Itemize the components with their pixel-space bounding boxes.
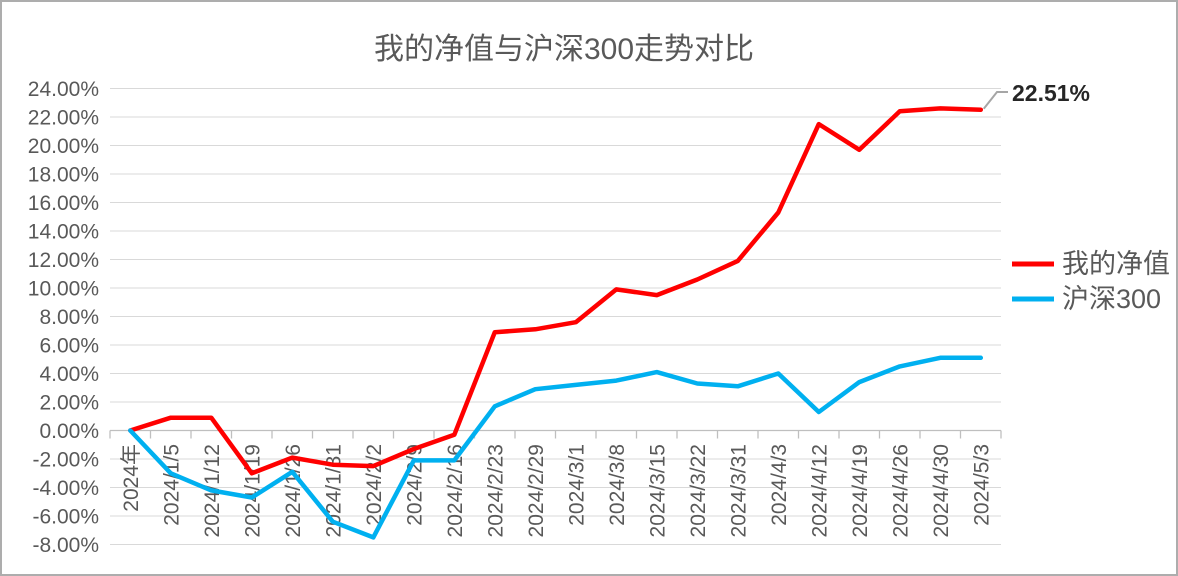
y-tick-label: 22.00% [28,107,99,130]
x-tick-label: 2024/4/12 [808,444,831,537]
x-tick-label: 2024/4/19 [849,444,872,537]
chart-title: 我的净值与沪深300走势对比 [373,33,755,66]
y-tick-label: 16.00% [28,192,99,215]
series-line-hs300 [128,355,984,540]
annotation-leader-line [982,91,1008,110]
y-tick-label: -4.00% [32,477,99,500]
y-tick-label: 6.00% [39,335,99,358]
series-line-my-networth [128,106,984,476]
y-tick-label: 24.00% [28,78,99,101]
x-tick-label: 2024/4/30 [930,444,953,537]
legend-label: 我的净值 [1062,249,1170,279]
x-tick-label: 2024年 [120,444,143,512]
y-tick-label: 4.00% [39,363,99,386]
y-tick-label: -6.00% [32,506,99,529]
x-tick-label: 2024/3/1 [565,444,588,526]
x-tick-label: 2024/4/3 [768,444,791,526]
y-tick-label: 0.00% [39,420,99,443]
x-tick-label: 2024/3/8 [606,444,629,526]
y-tick-label: 12.00% [28,249,99,272]
x-tick-label: 2024/2/29 [525,444,548,537]
y-tick-label: 10.00% [28,278,99,301]
x-tick-label: 2024/4/26 [889,444,912,537]
y-tick-label: 2.00% [39,392,99,415]
y-tick-label: 8.00% [39,306,99,329]
x-tick-label: 2024/3/15 [646,444,669,537]
x-tick-label: 2024/2/16 [444,444,467,537]
x-tick-label: 2024/1/5 [160,444,183,526]
y-tick-label: 14.00% [28,221,99,244]
y-tick-label: -8.00% [32,534,99,557]
y-tick-label: 18.00% [28,164,99,187]
y-tick-label: -2.00% [32,449,99,472]
x-tick-label: 2024/1/26 [282,444,305,537]
net-value-annotation: 22.51% [1012,80,1090,106]
x-tick-label: 2024/3/22 [687,444,710,537]
x-tick-label: 2024/2/9 [403,444,426,526]
x-tick-label: 2024/2/2 [363,444,386,526]
legend-label: 沪深300 [1062,284,1161,314]
y-tick-label: 20.00% [28,135,99,158]
x-tick-label: 2024/5/3 [970,444,993,526]
x-tick-label: 2024/2/23 [484,444,507,537]
x-tick-label: 2024/3/31 [727,444,750,537]
